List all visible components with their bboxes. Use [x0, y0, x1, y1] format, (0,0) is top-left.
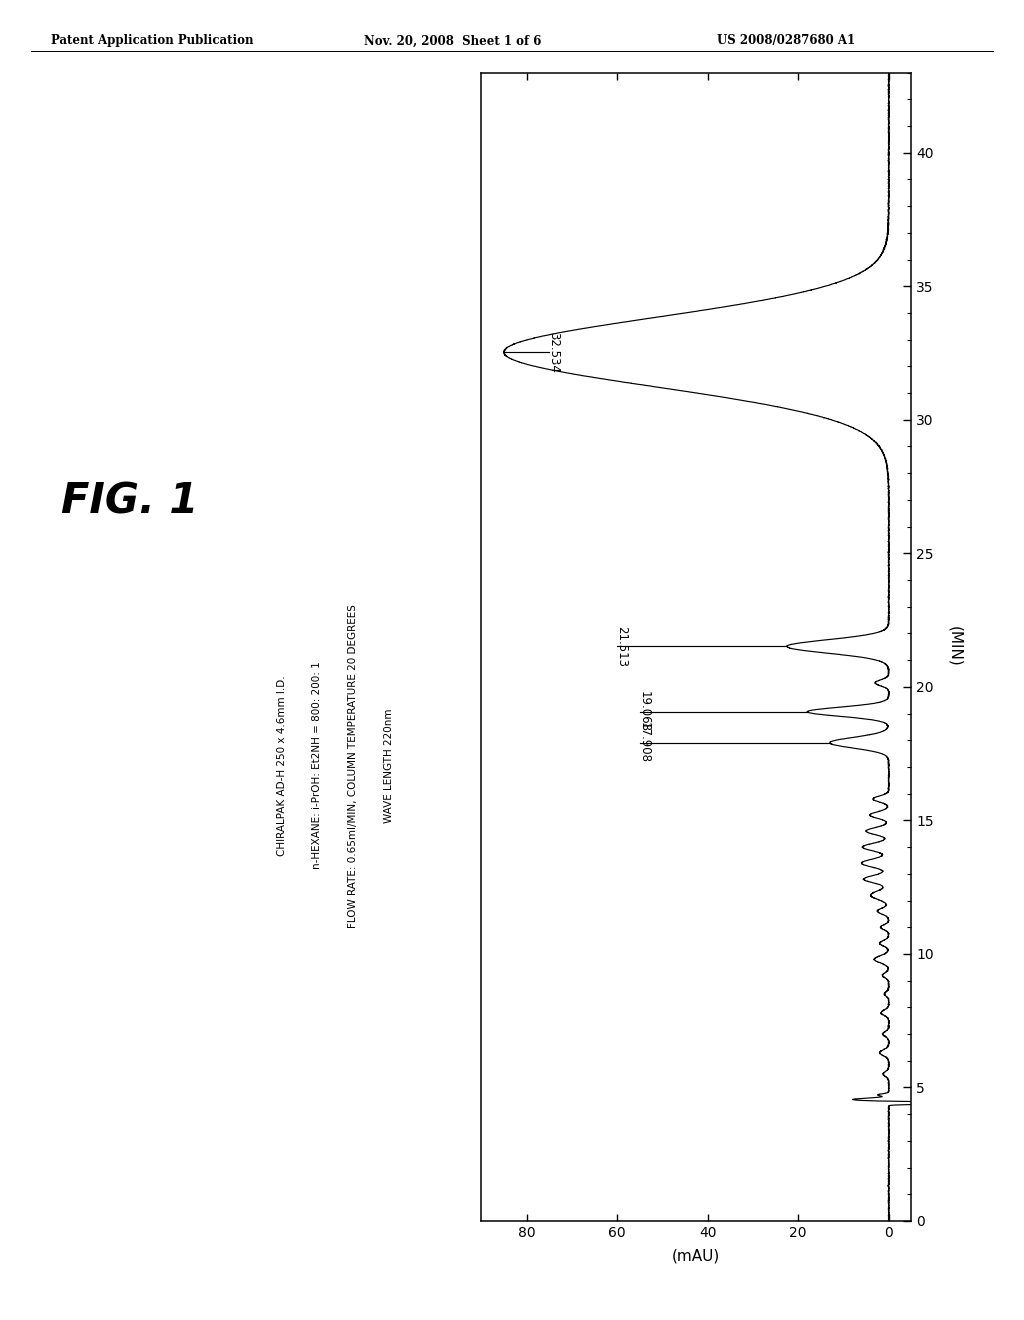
Text: CHIRALPAK AD-H 250 x 4.6mm I.D.: CHIRALPAK AD-H 250 x 4.6mm I.D.	[276, 676, 287, 855]
Text: n-HEXANE: i-PrOH: Et2NH = 800: 200: 1: n-HEXANE: i-PrOH: Et2NH = 800: 200: 1	[312, 661, 323, 870]
Text: WAVE LENGTH 220nm: WAVE LENGTH 220nm	[384, 709, 394, 822]
Text: 19.068: 19.068	[638, 692, 650, 733]
Text: 17.908: 17.908	[638, 722, 650, 763]
Text: Nov. 20, 2008  Sheet 1 of 6: Nov. 20, 2008 Sheet 1 of 6	[364, 34, 541, 48]
Text: 21.513: 21.513	[614, 626, 628, 667]
Text: FIG. 1: FIG. 1	[61, 480, 199, 523]
X-axis label: (mAU): (mAU)	[672, 1249, 721, 1263]
Text: 32.534: 32.534	[547, 331, 560, 372]
Text: FLOW RATE: 0.65ml/MIN, COLUMN TEMPERATURE 20 DEGREES: FLOW RATE: 0.65ml/MIN, COLUMN TEMPERATUR…	[348, 603, 358, 928]
Y-axis label: (MIN): (MIN)	[948, 627, 963, 667]
Text: Patent Application Publication: Patent Application Publication	[51, 34, 254, 48]
Text: US 2008/0287680 A1: US 2008/0287680 A1	[717, 34, 855, 48]
